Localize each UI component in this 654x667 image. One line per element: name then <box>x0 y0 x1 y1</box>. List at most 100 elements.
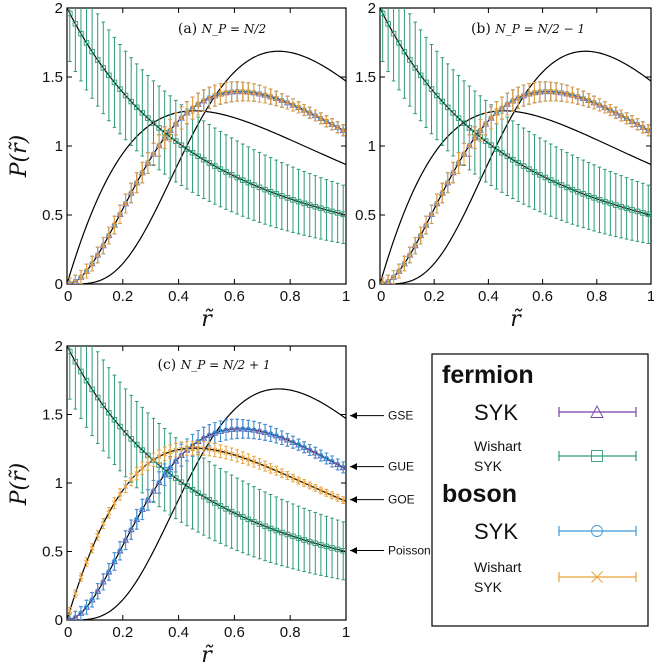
data-point <box>83 40 90 46</box>
data-point <box>329 492 335 498</box>
data-point <box>78 274 84 280</box>
x-tick-label: 0.6 <box>224 288 245 305</box>
data-point <box>461 151 467 157</box>
data-point <box>329 121 335 127</box>
data-point <box>439 98 446 105</box>
data-point <box>412 243 418 249</box>
data-point <box>301 537 307 543</box>
data-point <box>229 451 235 457</box>
series-fermion-wishart-syk <box>380 8 651 244</box>
data-point <box>591 525 603 537</box>
curve-poisson <box>67 8 346 216</box>
data-point <box>380 281 386 284</box>
x-axis-label: r̃ <box>510 307 523 332</box>
data-point <box>161 472 168 478</box>
data-point <box>273 433 279 439</box>
data-point <box>178 479 185 485</box>
data-point <box>251 182 257 188</box>
data-point <box>548 88 554 95</box>
panel-title-prefix: (b) <box>471 21 495 37</box>
data-point <box>591 571 603 583</box>
data-point <box>111 500 117 506</box>
legend-entry-label: Wishart <box>474 559 522 575</box>
data-point <box>167 464 173 471</box>
y-tick-label: 1.5 <box>42 407 63 424</box>
panel-title-math: N_P = N/2 <box>201 22 266 36</box>
data-point <box>156 454 162 460</box>
data-point <box>428 211 435 217</box>
data-point <box>445 104 451 111</box>
data-point <box>83 559 90 565</box>
data-point <box>217 91 224 97</box>
data-point <box>234 174 240 181</box>
data-point <box>245 89 251 95</box>
data-point <box>100 402 107 409</box>
data-point <box>279 97 285 103</box>
curve-poisson <box>67 346 346 553</box>
data-point <box>206 432 212 438</box>
data-point <box>640 210 646 216</box>
data-point <box>564 91 570 97</box>
data-point <box>564 184 570 191</box>
data-point <box>134 516 140 522</box>
data-point <box>89 386 95 393</box>
data-point <box>318 115 324 121</box>
x-tick-label: 0.6 <box>532 288 553 305</box>
curve-label-gse: GSE <box>388 409 413 423</box>
data-point <box>434 92 440 99</box>
data-point <box>329 458 335 465</box>
data-point <box>240 455 246 461</box>
data-point <box>488 142 494 148</box>
data-point <box>504 153 511 160</box>
data-point <box>542 174 549 181</box>
data-point <box>273 191 280 197</box>
data-point <box>128 436 134 442</box>
data-point <box>306 538 313 545</box>
data-point <box>234 511 240 518</box>
data-point <box>456 160 462 166</box>
data-point <box>295 535 302 541</box>
data-point <box>380 280 385 284</box>
data-point <box>312 112 318 119</box>
data-point <box>329 208 335 215</box>
data-point <box>94 57 101 63</box>
data-point <box>189 486 196 493</box>
data-point <box>173 121 179 127</box>
data-point <box>602 104 608 110</box>
data-point <box>106 72 112 79</box>
data-point <box>499 105 505 111</box>
data-point <box>217 166 224 172</box>
data-point <box>122 92 129 99</box>
data-point <box>256 521 263 527</box>
data-point <box>95 532 101 538</box>
y-tick-label: 1 <box>55 475 63 492</box>
data-point <box>591 195 597 201</box>
data-point <box>178 115 184 121</box>
data-point <box>301 107 307 113</box>
data-point <box>477 127 483 134</box>
data-point <box>106 569 112 575</box>
data-point <box>212 447 218 453</box>
data-point <box>89 48 95 55</box>
data-point <box>139 110 146 116</box>
y-tick-label: 0 <box>55 276 63 293</box>
x-tick-label: 0.8 <box>586 288 607 305</box>
data-point <box>117 548 123 554</box>
data-point <box>117 423 123 430</box>
data-point <box>212 500 218 506</box>
data-point <box>162 135 168 141</box>
data-point <box>504 101 510 107</box>
data-point <box>228 172 235 178</box>
data-point <box>262 463 268 469</box>
data-point <box>128 526 134 533</box>
data-point <box>268 465 274 471</box>
data-point <box>217 448 224 454</box>
data-point <box>145 160 151 166</box>
data-point <box>128 477 134 483</box>
series-fermion-wishart-syk <box>67 346 346 581</box>
data-point <box>212 163 218 169</box>
data-point <box>596 102 603 108</box>
data-point <box>334 546 341 553</box>
data-point <box>279 470 285 476</box>
